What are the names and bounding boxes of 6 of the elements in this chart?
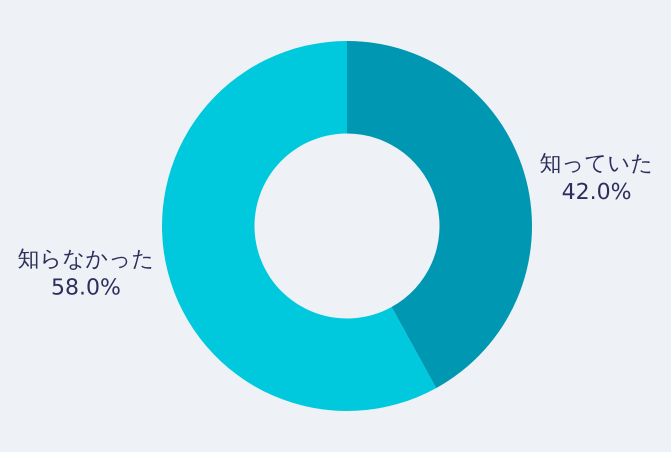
slice-label: 知っていた [540, 152, 654, 177]
slice-label: 知らなかった [17, 246, 154, 272]
donut-slice [162, 41, 436, 411]
data-label: 58.0% [50, 275, 121, 300]
data-label: 42.0% [562, 180, 632, 206]
donut-slice [347, 41, 532, 388]
